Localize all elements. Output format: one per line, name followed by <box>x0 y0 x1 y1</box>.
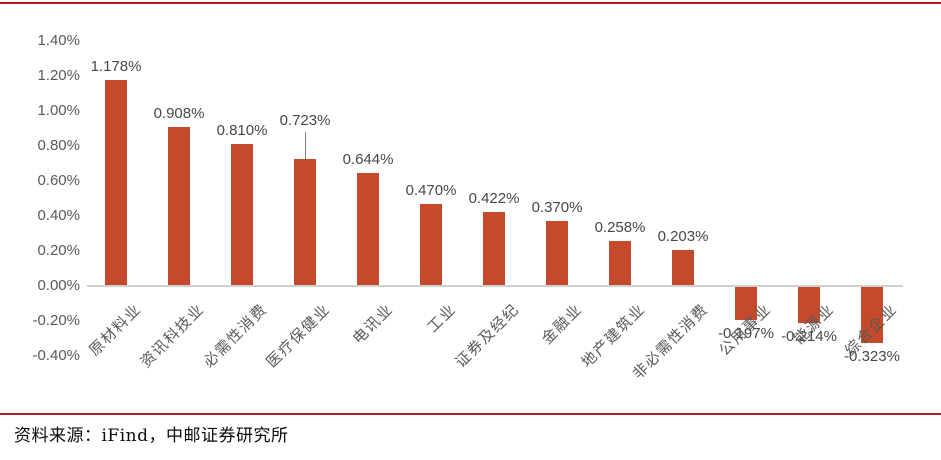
x-axis-category-label: 电讯业 <box>349 300 397 348</box>
bar-value-label: 0.258% <box>594 218 646 236</box>
bar-value-label: -0.214% <box>781 328 837 346</box>
x-axis-category-label: 证券及经纪 <box>452 300 523 372</box>
x-axis-category-label: 医疗保健业 <box>263 300 334 372</box>
bar <box>735 286 757 321</box>
y-axis-tick-label: 1.40% <box>37 32 80 49</box>
bar-value-label: 0.908% <box>153 105 205 123</box>
bar-value-label: 0.470% <box>405 181 457 199</box>
bar <box>609 240 631 286</box>
source-note: 资料来源：iFind，中邮证券研究所 <box>14 426 289 446</box>
bar <box>420 203 442 286</box>
y-axis-tick-label: 1.00% <box>37 102 80 119</box>
y-axis-tick-label: 0.00% <box>37 277 80 294</box>
y-axis-tick-label: 0.40% <box>37 207 80 224</box>
bar-value-label: -0.323% <box>844 347 900 365</box>
sector-weekly-return-bar-chart: 1.40% 1.20% 1.00% 0.80% 0.60% 0.40% 0.20% 0.00%… <box>32 32 903 383</box>
bar-value-label: 0.203% <box>657 228 709 246</box>
bar-value-label: 0.370% <box>531 199 583 217</box>
bar <box>672 250 694 286</box>
bar-value-label: 1.178% <box>90 57 142 75</box>
bar <box>294 159 316 286</box>
x-axis-line <box>87 285 903 287</box>
y-axis-tick-label: -0.40% <box>32 347 80 364</box>
label-leader-line <box>304 132 306 160</box>
bar <box>357 173 379 286</box>
y-axis-tick-label: 1.20% <box>37 67 80 84</box>
bar-value-label: 0.422% <box>468 190 520 208</box>
bar-value-label: 0.723% <box>279 112 331 130</box>
x-axis-category-label: 资讯科技业 <box>137 300 208 372</box>
bar-value-label: -0.197% <box>718 325 774 343</box>
x-axis-category-label: 公用事业 <box>716 300 775 360</box>
bar <box>168 127 190 286</box>
bar-value-label: 0.810% <box>216 122 268 140</box>
bar <box>105 79 127 286</box>
bottom-divider <box>0 413 941 415</box>
bar <box>546 221 568 286</box>
y-axis-tick-label: -0.20% <box>32 312 80 329</box>
x-axis-category-label: 工业 <box>424 300 460 337</box>
x-axis-category-label: 金融业 <box>538 300 586 348</box>
y-axis-tick-label: 0.60% <box>37 172 80 189</box>
bar <box>483 212 505 286</box>
y-axis-tick-label: 0.80% <box>37 137 80 154</box>
bar <box>861 286 883 343</box>
top-divider <box>0 2 941 4</box>
bar <box>231 144 253 286</box>
x-axis-category-label: 非必需性消费 <box>629 300 712 383</box>
x-axis-category-label: 必需性消费 <box>200 300 271 372</box>
y-axis-tick-label: 0.20% <box>37 242 80 259</box>
x-axis-category-label: 地产建筑业 <box>578 300 649 372</box>
bar-value-label: 0.644% <box>342 151 394 169</box>
bar <box>798 286 820 324</box>
